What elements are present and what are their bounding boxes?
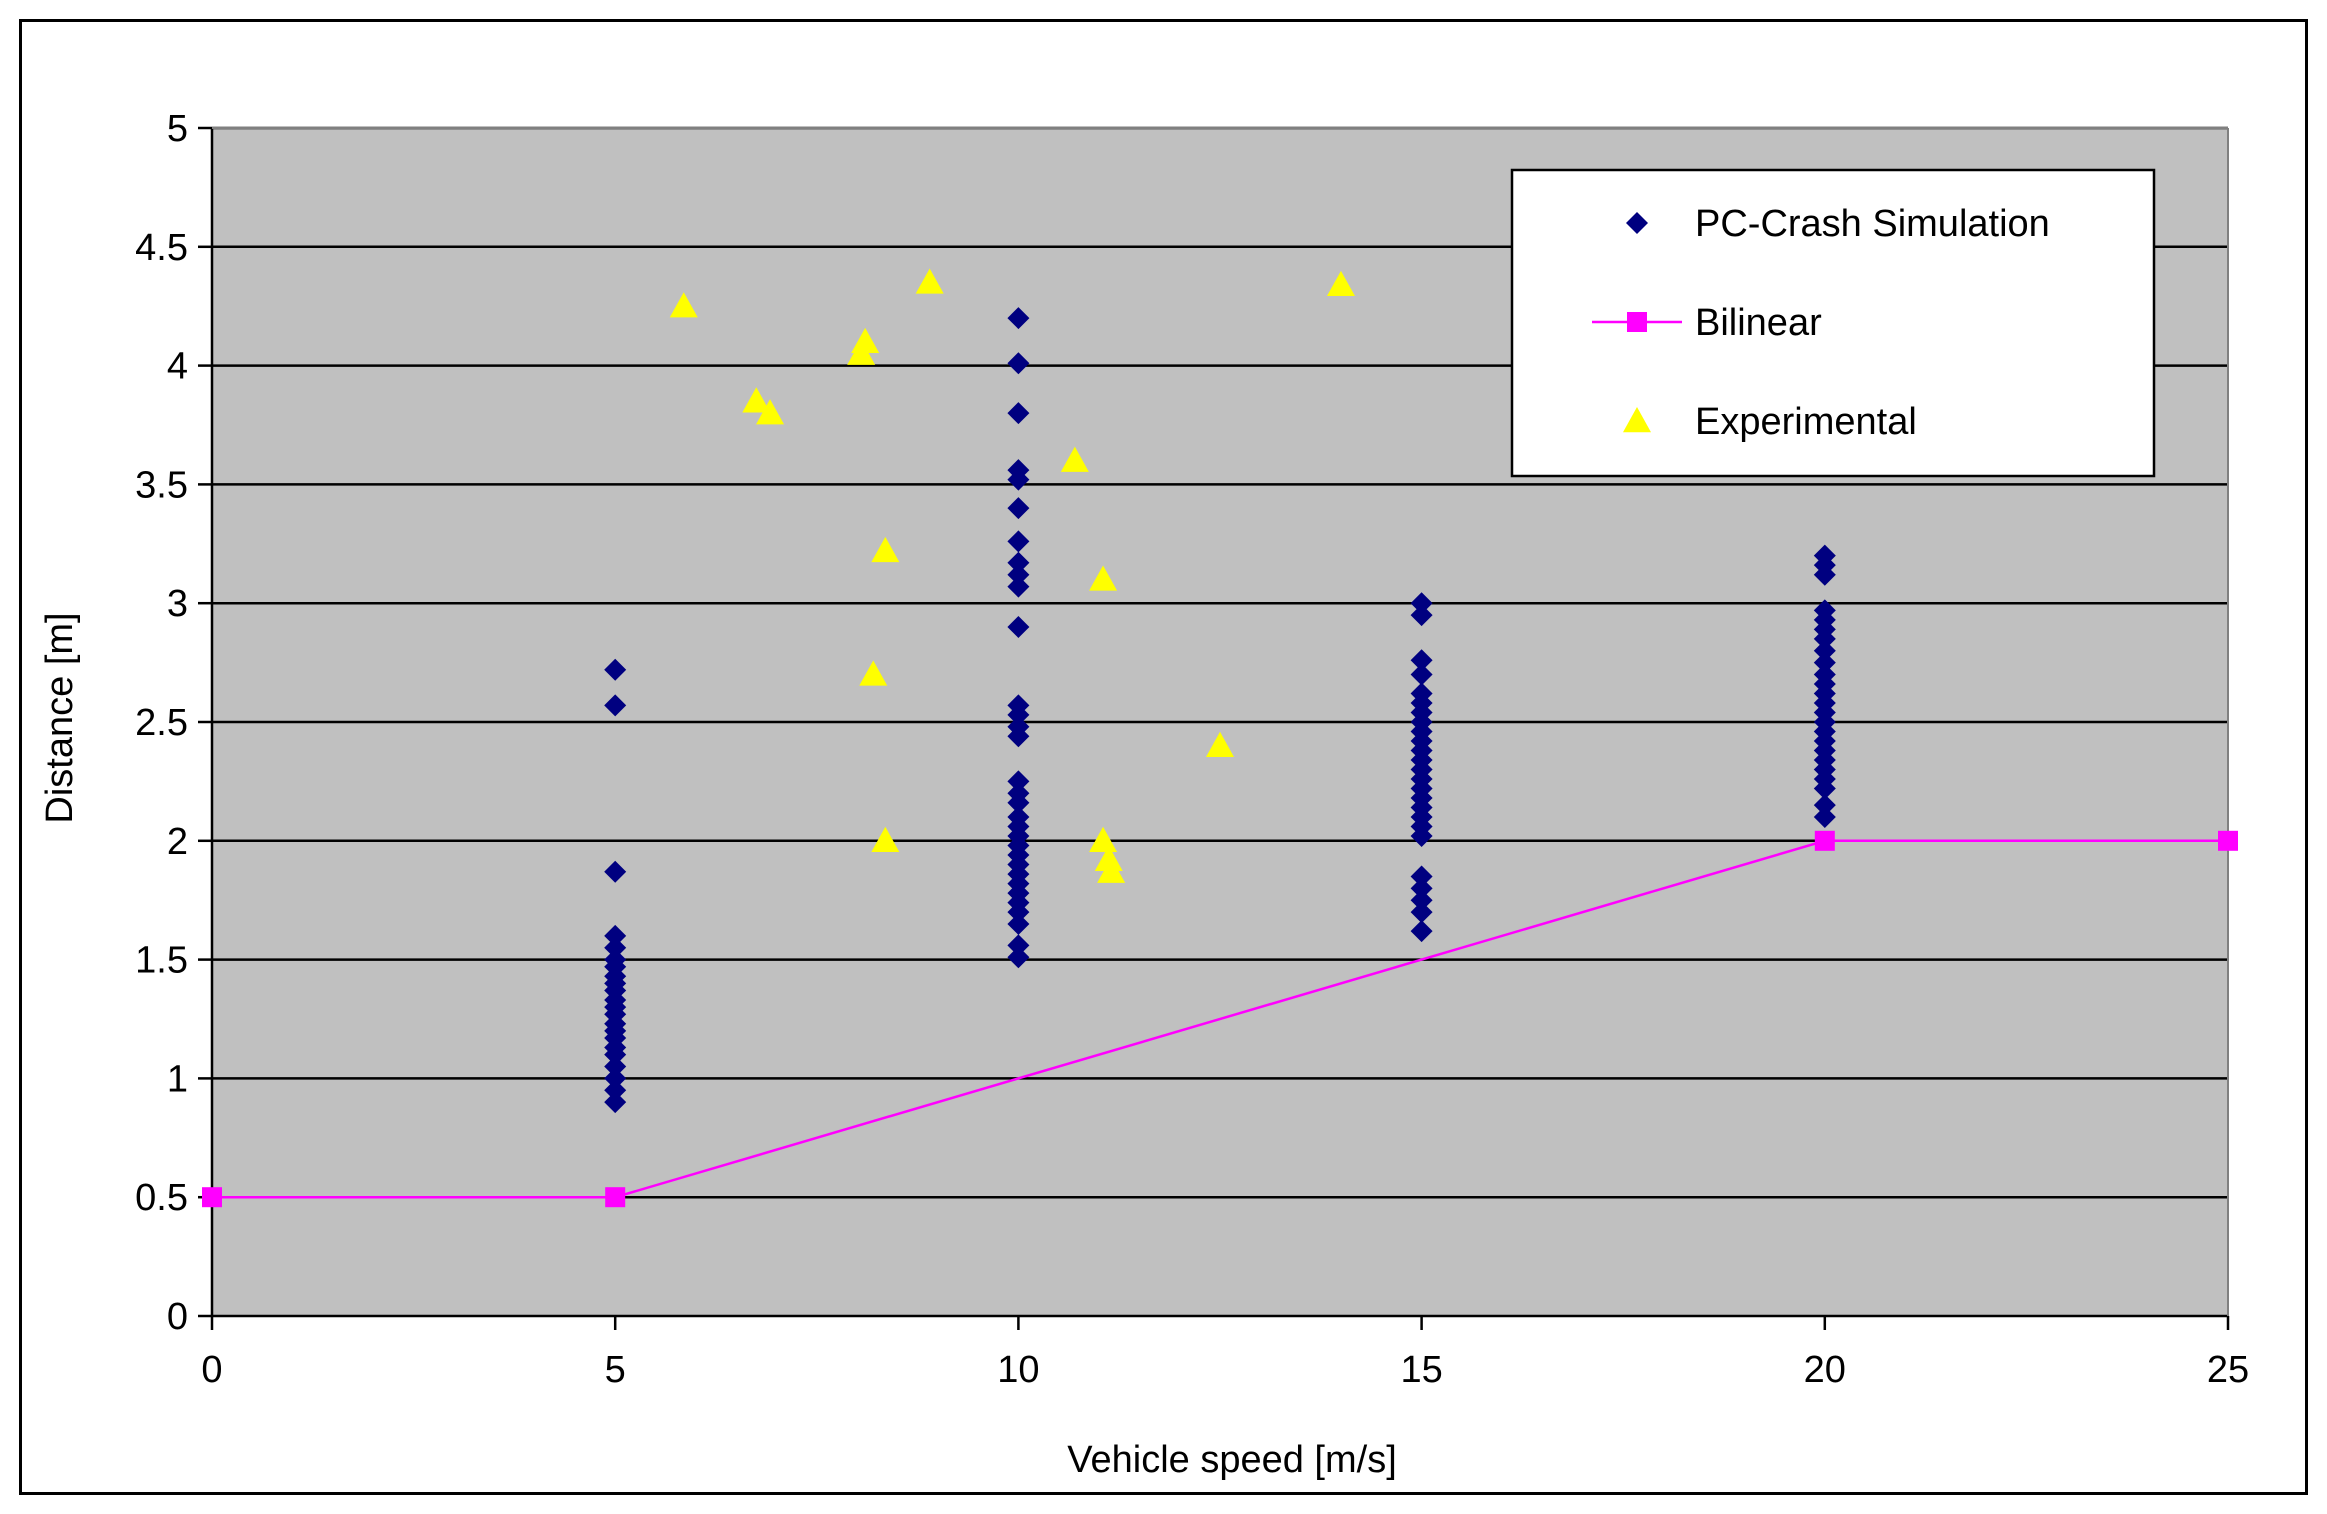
y-tick-label: 4.5 bbox=[135, 227, 188, 269]
y-axis-label: Distance [m] bbox=[39, 612, 81, 823]
bilinear-point bbox=[1814, 830, 1835, 851]
y-tick-label: 0.5 bbox=[135, 1177, 188, 1219]
simulation-point bbox=[1813, 777, 1836, 800]
simulation-point bbox=[1410, 889, 1433, 912]
y-tick-label: 5 bbox=[167, 108, 188, 150]
simulation-point bbox=[604, 1091, 627, 1114]
simulation-point bbox=[1007, 575, 1030, 598]
y-tick-label: 3.5 bbox=[135, 464, 188, 506]
simulation-point bbox=[1410, 604, 1433, 627]
simulation-point bbox=[1007, 934, 1030, 957]
x-tick-label: 20 bbox=[1804, 1349, 1846, 1391]
experimental-point bbox=[871, 826, 900, 852]
simulation-point bbox=[1813, 627, 1836, 650]
bilinear-point bbox=[605, 1187, 626, 1208]
legend-label: PC-Crash Simulation bbox=[1695, 203, 2050, 245]
simulation-point bbox=[604, 1043, 627, 1066]
x-tick-label: 5 bbox=[605, 1349, 626, 1391]
simulation-point bbox=[1410, 901, 1433, 924]
x-tick-label: 0 bbox=[201, 1349, 222, 1391]
experimental-point bbox=[742, 387, 771, 413]
simulation-point bbox=[1410, 825, 1433, 848]
x-tick-label: 15 bbox=[1400, 1349, 1442, 1391]
experimental-point bbox=[851, 327, 880, 354]
simulation-point bbox=[604, 694, 627, 717]
experimental-point bbox=[669, 292, 698, 318]
experimental-point bbox=[1089, 565, 1118, 591]
bilinear-point bbox=[2218, 830, 2238, 851]
legend-label: Bilinear bbox=[1695, 302, 1822, 344]
simulation-point bbox=[1410, 649, 1433, 672]
experimental-point bbox=[1097, 857, 1126, 883]
simulation-point bbox=[604, 924, 627, 947]
simulation-point bbox=[1410, 663, 1433, 686]
legend-marker-simulation bbox=[1626, 212, 1648, 234]
simulation-point bbox=[1007, 791, 1030, 814]
bilinear-point bbox=[202, 1187, 222, 1208]
simulation-point bbox=[1007, 901, 1030, 924]
simulation-point bbox=[1007, 615, 1030, 638]
x-tick-label: 25 bbox=[2207, 1349, 2249, 1391]
y-tick-label: 0 bbox=[167, 1296, 188, 1338]
data-marks bbox=[202, 268, 2238, 1208]
axes bbox=[198, 126, 2230, 1330]
y-tick-label: 3 bbox=[167, 583, 188, 625]
simulation-point bbox=[604, 658, 627, 681]
simulation-point bbox=[1007, 497, 1030, 520]
simulation-point bbox=[1410, 865, 1433, 888]
experimental-point bbox=[1089, 826, 1118, 852]
simulation-point bbox=[1813, 806, 1836, 829]
x-tick-label: 10 bbox=[997, 1349, 1039, 1391]
simulation-point bbox=[604, 1067, 627, 1090]
simulation-point bbox=[1410, 877, 1433, 900]
simulation-point bbox=[1410, 592, 1433, 615]
simulation-point bbox=[1007, 551, 1030, 574]
simulation-point bbox=[1007, 307, 1030, 330]
experimental-point bbox=[859, 660, 888, 686]
y-tick-label: 4 bbox=[167, 346, 188, 388]
y-tick-label: 2.5 bbox=[135, 702, 188, 744]
experimental-point bbox=[756, 399, 785, 425]
experimental-point bbox=[871, 536, 900, 563]
simulation-point bbox=[1410, 920, 1433, 943]
y-tick-label: 2 bbox=[167, 821, 188, 863]
y-tick-label: 1 bbox=[167, 1058, 188, 1100]
simulation-point bbox=[1007, 725, 1030, 748]
experimental-point bbox=[1206, 731, 1234, 757]
bilinear-line bbox=[212, 839, 2228, 1199]
simulation-point bbox=[1813, 563, 1836, 586]
simulation-point bbox=[604, 860, 627, 883]
simulation-point bbox=[1007, 563, 1030, 586]
simulation-point bbox=[1813, 651, 1836, 674]
simulation-point bbox=[604, 1055, 627, 1078]
simulation-point bbox=[1007, 530, 1030, 553]
y-tick-label: 1.5 bbox=[135, 940, 188, 982]
simulation-point bbox=[1007, 402, 1030, 425]
experimental-point bbox=[1326, 270, 1355, 297]
legend-marker-experimental bbox=[1623, 407, 1651, 433]
tick-labels: 0 0.5 1 1.5 2 2.5 3 3.5 4 4.5 5 0 5 10 15 20 25 bbox=[135, 108, 2249, 1391]
legend-marker-bilinear bbox=[1627, 312, 1647, 332]
simulation-point bbox=[1007, 946, 1030, 969]
experimental-point bbox=[1094, 845, 1123, 872]
experimental-point bbox=[1060, 446, 1089, 472]
x-axis-label: Vehicle speed [m/s] bbox=[1067, 1439, 1397, 1481]
simulation-point bbox=[604, 1079, 627, 1102]
simulation-point bbox=[604, 936, 627, 959]
experimental-point bbox=[915, 268, 944, 294]
simulation-point bbox=[1007, 703, 1030, 726]
simulation-point bbox=[1007, 352, 1030, 375]
simulation-point bbox=[1007, 770, 1030, 793]
simulation-point bbox=[1007, 912, 1030, 935]
legend: PC-Crash Simulation Bilinear Experimental bbox=[1510, 168, 2156, 478]
simulation-point bbox=[1007, 468, 1030, 491]
legend-label: Experimental bbox=[1695, 401, 1917, 443]
simulation-point bbox=[1813, 794, 1836, 817]
simulation-point bbox=[1813, 639, 1836, 662]
